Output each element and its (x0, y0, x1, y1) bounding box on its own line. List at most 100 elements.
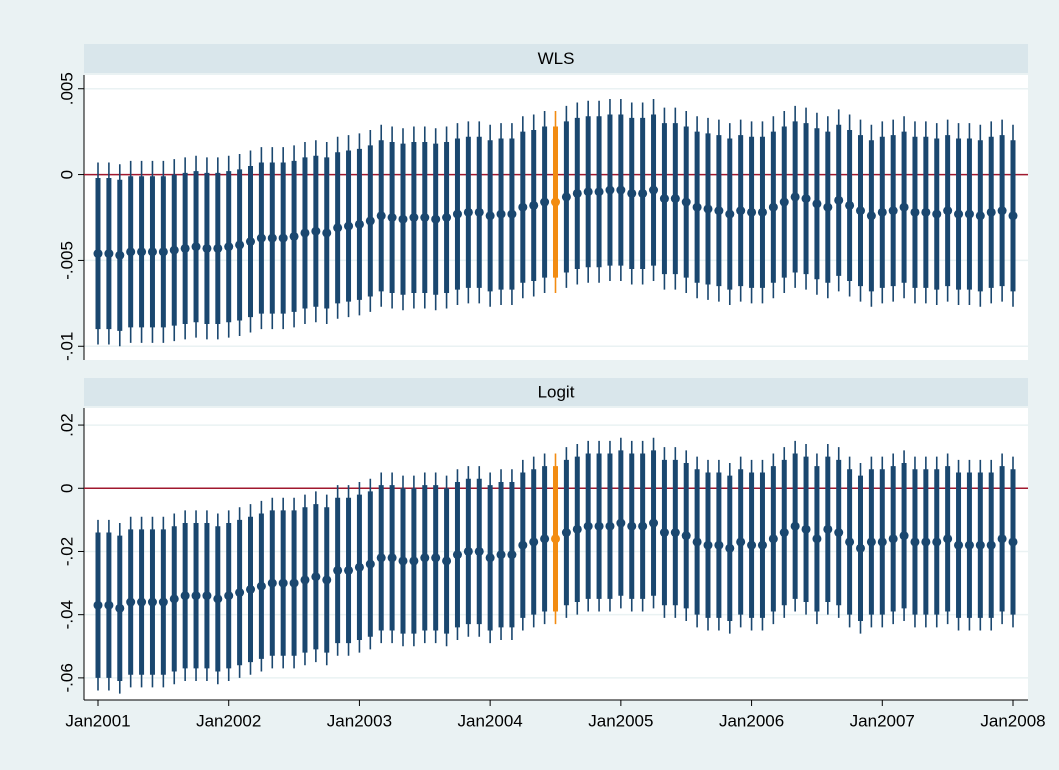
x-tick-label: Jan2003 (327, 711, 392, 730)
point-estimate (180, 591, 190, 601)
point-estimate (529, 537, 539, 547)
point-estimate (768, 534, 778, 544)
point-estimate (420, 213, 430, 222)
y-tick-label: -.06 (57, 663, 76, 692)
point-estimate (235, 240, 245, 250)
point-estimate (627, 188, 637, 198)
point-estimate (322, 228, 332, 238)
point-estimate (333, 565, 343, 575)
point-estimate (191, 242, 201, 252)
point-estimate (322, 575, 332, 585)
point-estimate (812, 199, 822, 209)
point-estimate (877, 537, 887, 547)
point-estimate (158, 597, 168, 607)
point-estimate (747, 540, 757, 550)
point-estimate (137, 247, 147, 257)
point-estimate (387, 553, 397, 563)
x-tick-label: Jan2008 (980, 711, 1045, 730)
panel-title: WLS (538, 49, 575, 68)
y-tick-label: -.005 (57, 241, 76, 280)
point-estimate (551, 197, 560, 207)
y-tick-label: .005 (57, 72, 76, 105)
point-estimate (311, 572, 321, 582)
point-estimate (583, 187, 593, 197)
point-estimate (747, 207, 757, 217)
point-estimate (540, 197, 550, 207)
point-estimate (997, 534, 1007, 544)
point-estimate (964, 540, 974, 550)
point-estimate (659, 194, 669, 204)
point-estimate (866, 211, 876, 221)
point-estimate (529, 200, 539, 210)
point-estimate (834, 528, 844, 538)
point-estimate (169, 594, 179, 604)
point-estimate (169, 245, 179, 255)
point-estimate (703, 540, 713, 550)
point-estimate (104, 249, 114, 259)
point-estimate (779, 197, 789, 207)
point-estimate (638, 188, 648, 198)
y-tick-label: 0 (57, 170, 76, 179)
point-estimate (463, 546, 473, 556)
point-estimate (1008, 211, 1018, 221)
point-estimate (137, 597, 147, 607)
point-estimate (932, 209, 942, 219)
point-estimate (714, 206, 724, 216)
point-estimate (583, 521, 593, 531)
x-tick-label: Jan2006 (719, 711, 784, 730)
point-estimate (246, 237, 255, 247)
point-estimate (888, 534, 898, 544)
point-estimate (442, 556, 452, 566)
point-estimate (300, 228, 310, 238)
point-estimate (485, 211, 495, 221)
point-estimate (256, 581, 266, 591)
point-estimate (496, 209, 506, 219)
point-estimate (289, 231, 299, 241)
point-estimate (344, 565, 354, 575)
point-estimate (344, 221, 354, 231)
point-estimate (856, 206, 865, 216)
point-estimate (474, 207, 484, 217)
point-estimate (180, 243, 190, 253)
point-estimate (420, 553, 430, 563)
x-tick-label: Jan2002 (196, 711, 261, 730)
point-estimate (943, 206, 953, 216)
x-tick-label: Jan2001 (65, 711, 130, 730)
point-estimate (202, 243, 212, 253)
y-tick-label: 0 (57, 484, 76, 493)
point-estimate (670, 194, 680, 204)
point-estimate (736, 206, 746, 216)
point-estimate (757, 207, 767, 217)
point-estimate (507, 209, 517, 219)
point-estimate (736, 537, 746, 547)
point-estimate (518, 540, 528, 550)
point-estimate (681, 531, 691, 541)
point-estimate (246, 584, 255, 594)
point-estimate (801, 194, 811, 204)
point-estimate (398, 214, 408, 224)
point-estimate (278, 233, 288, 243)
point-estimate (540, 534, 550, 544)
x-tick-label: Jan2005 (588, 711, 653, 730)
point-estimate (485, 553, 495, 563)
point-estimate (431, 553, 441, 563)
point-estimate (376, 553, 386, 563)
point-estimate (267, 578, 277, 588)
point-estimate (267, 233, 277, 243)
point-estimate (572, 524, 582, 534)
point-estimate (213, 594, 223, 604)
point-estimate (975, 540, 985, 550)
panel-title: Logit (538, 382, 575, 401)
strip (84, 44, 1028, 73)
point-estimate (442, 213, 452, 222)
point-estimate (496, 550, 506, 560)
point-estimate (975, 211, 985, 221)
point-estimate (725, 209, 735, 219)
x-tick-label: Jan2004 (458, 711, 523, 730)
point-estimate (910, 537, 920, 547)
point-estimate (561, 192, 571, 202)
point-estimate (191, 591, 201, 601)
point-estimate (986, 540, 996, 550)
point-estimate (115, 250, 125, 260)
point-estimate (638, 521, 648, 531)
